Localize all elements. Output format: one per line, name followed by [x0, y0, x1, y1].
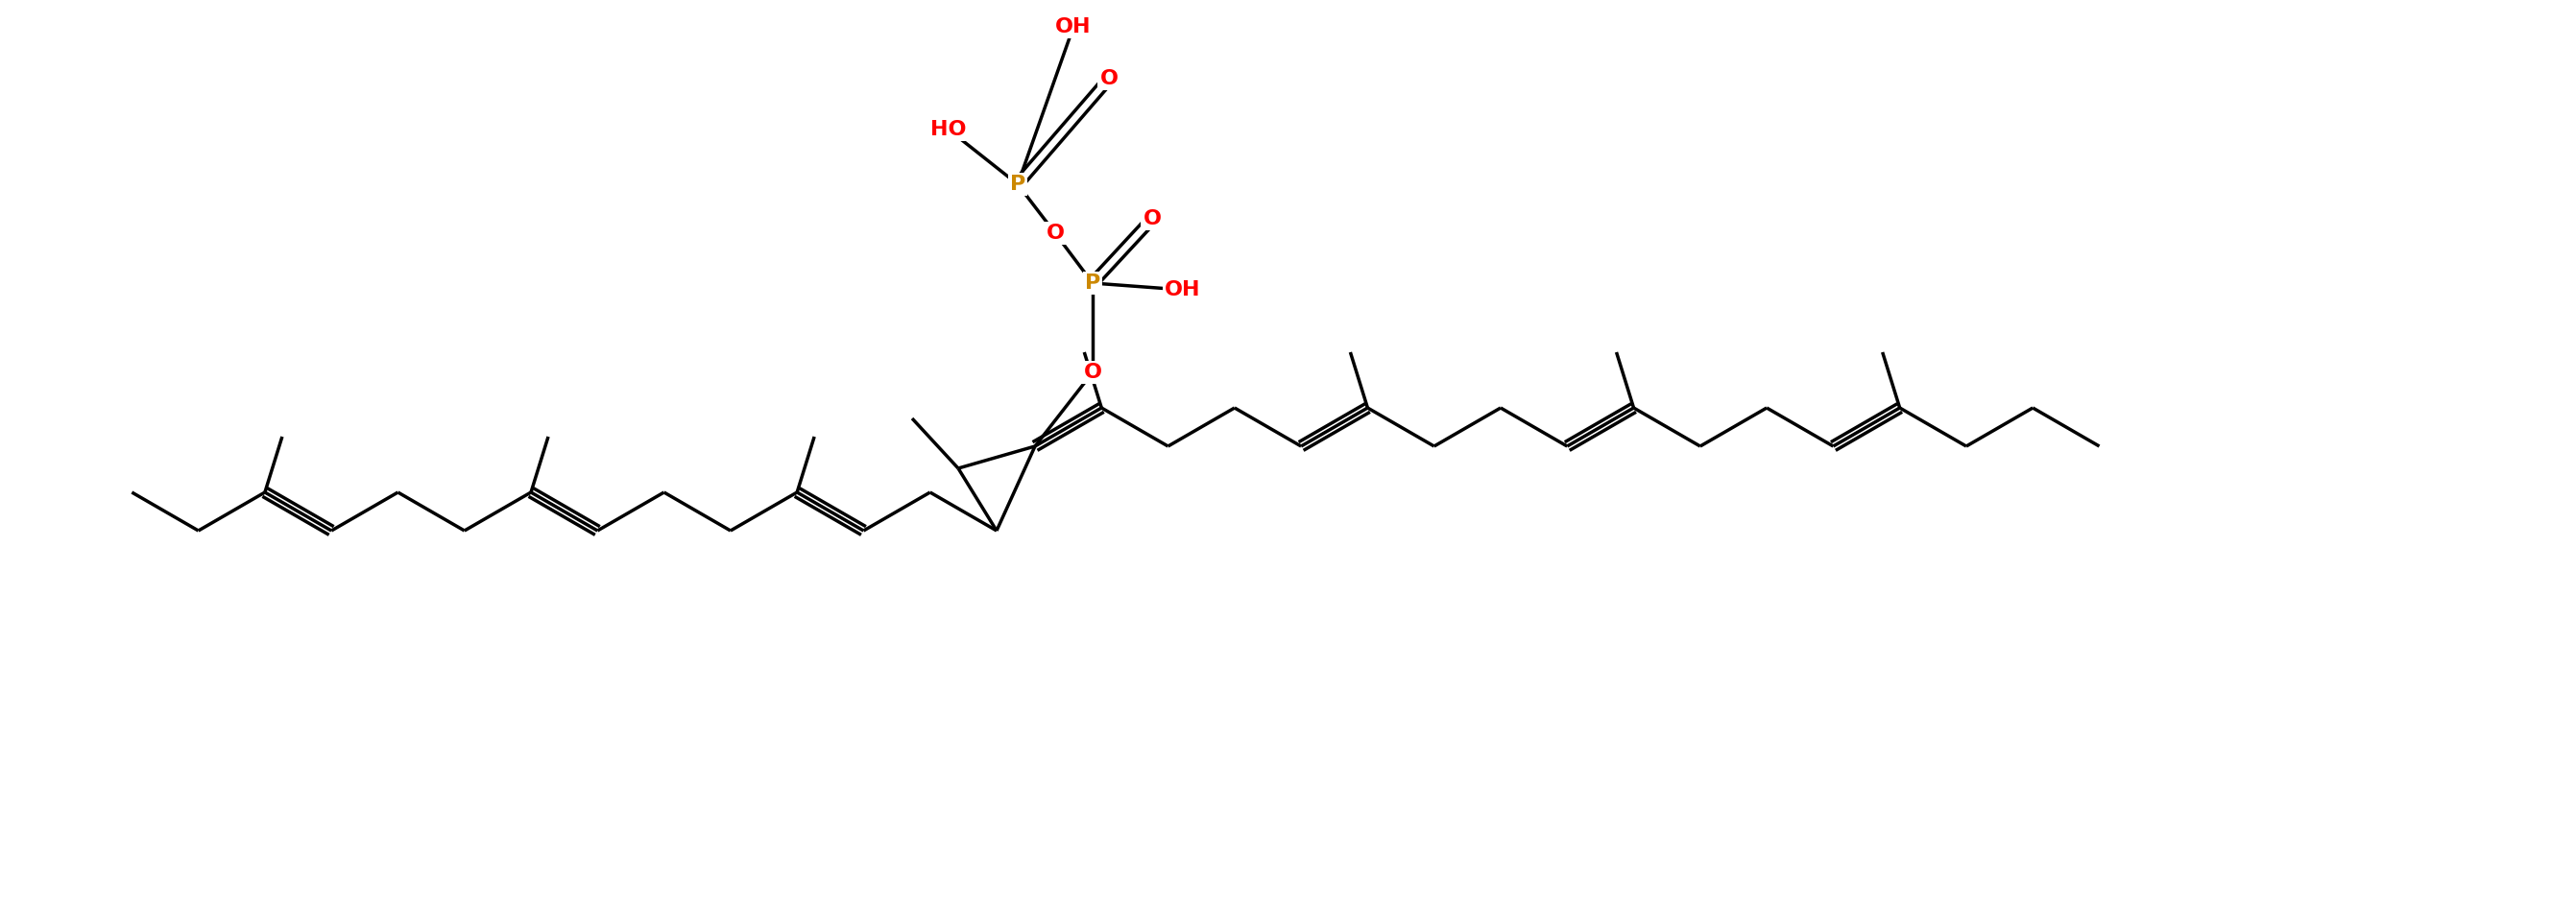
- Text: O: O: [1084, 363, 1103, 382]
- Text: P: P: [1084, 274, 1100, 293]
- Text: OH: OH: [1056, 17, 1092, 36]
- Text: O: O: [1100, 69, 1118, 89]
- Text: P: P: [1010, 174, 1025, 193]
- Text: HO: HO: [930, 120, 966, 139]
- Text: O: O: [1144, 209, 1162, 229]
- Text: OH: OH: [1164, 280, 1200, 299]
- Text: O: O: [1046, 223, 1064, 243]
